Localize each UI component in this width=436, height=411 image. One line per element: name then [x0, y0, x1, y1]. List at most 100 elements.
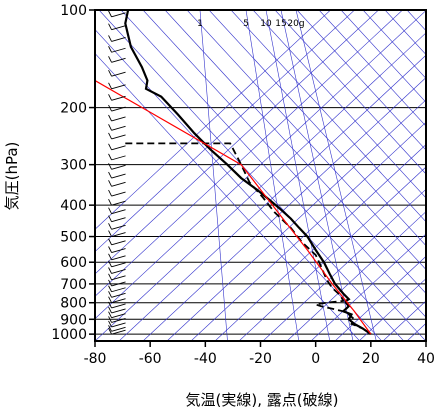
wind-barb-shaft [111, 281, 126, 287]
wind-barb-shaft [111, 106, 126, 112]
y-tick-label: 1000 [51, 327, 87, 343]
wind-barb-flag [108, 316, 112, 323]
wind-barb-flag [108, 82, 112, 89]
wind-barb-shaft [111, 200, 126, 206]
isotherm-line [252, 10, 426, 199]
wind-barb [108, 301, 126, 309]
dewpoint-line [125, 142, 372, 335]
mixing-ratio-label: 15 [275, 19, 286, 29]
x-axis: -80 -60 -40 -20 0 20 40 [84, 341, 435, 367]
adiabat-lines [95, 0, 436, 401]
wind-barb [108, 215, 126, 223]
x-tick-label: 40 [417, 351, 435, 367]
wind-barb-flag [108, 198, 112, 206]
wind-barb-flag [108, 246, 112, 253]
wind-barb-shaft [111, 326, 126, 332]
wind-barb-flag [108, 260, 112, 268]
wind-barb [108, 132, 126, 140]
wind-barb-flag [108, 153, 112, 161]
wind-barb [108, 163, 126, 170]
wind-barb-flag [108, 320, 112, 328]
wind-barb-shaft [111, 303, 126, 309]
x-tick-label: -20 [249, 351, 272, 367]
wind-barb-flag [108, 69, 112, 77]
wind-barb [108, 124, 126, 131]
wind-barb-shaft [111, 36, 126, 42]
wind-barb-shaft [111, 145, 126, 151]
wind-barb-flag [108, 325, 112, 332]
wind-barb-flag [108, 180, 112, 187]
adiabat-line [382, 300, 426, 341]
adiabat-line [95, 10, 403, 297]
wind-barb-shaft [111, 292, 126, 298]
isotherm-line [429, 10, 436, 401]
wind-barb [108, 325, 126, 332]
mixing-ratio-line [199, 10, 228, 341]
mixing-ratio-label: 1 [197, 19, 203, 29]
wind-barb [108, 296, 126, 304]
wind-barb-shaft [111, 71, 126, 77]
isotherm-line [142, 10, 426, 318]
isotherm-line [340, 10, 426, 103]
y-tick-label: 100 [60, 3, 87, 19]
mixing-ratio-line [265, 10, 331, 341]
x-tick-label: -40 [194, 351, 217, 367]
adiabat-line [406, 322, 426, 341]
wind-barb-shaft [111, 240, 126, 246]
wind-barb-shaft [111, 232, 126, 237]
wind-barb [108, 171, 126, 179]
wind-barb [108, 82, 126, 90]
wind-barb-shaft [111, 181, 126, 187]
wind-barb [108, 320, 126, 328]
x-tick-label: 20 [362, 351, 380, 367]
y-tick-label: 800 [60, 296, 87, 312]
wind-barb-flag [108, 301, 112, 309]
y-tick-label: 600 [60, 255, 87, 271]
adiabat-line [95, 10, 426, 320]
wind-barb-shaft [111, 329, 126, 335]
wind-barb [108, 311, 126, 319]
wind-barb-shaft [111, 191, 126, 197]
wind-barb-flag [108, 163, 112, 170]
wind-barb [108, 198, 126, 206]
wind-barb-shaft [111, 209, 126, 215]
isotherm-line [164, 10, 426, 294]
wind-barb [108, 267, 126, 274]
wind-barb-shaft [111, 25, 126, 31]
mixing-ratio-labels: 1 5 10 15 20g [197, 19, 304, 29]
wind-barb [108, 306, 126, 314]
wind-barb-flag [108, 253, 112, 261]
wind-barb [108, 279, 126, 287]
wind-barb-flag [108, 273, 112, 281]
wind-barb [108, 46, 126, 53]
y-tick-label: 500 [60, 230, 87, 246]
wind-barb-shaft [111, 155, 126, 161]
mixing-ratio-line [245, 10, 300, 341]
adiabat-line [431, 0, 436, 341]
wind-barb [108, 180, 126, 187]
y-tick-label: 900 [60, 312, 87, 328]
wind-barb [108, 291, 126, 298]
y-tick-label: 700 [60, 277, 87, 293]
wind-barb [108, 143, 126, 151]
wind-barb [108, 260, 126, 268]
isotherm-line [296, 10, 426, 151]
wind-barb-flag [108, 104, 112, 112]
wind-barb-shaft [111, 298, 126, 304]
wind-barb-flag [108, 285, 112, 292]
wind-barb-shaft [111, 84, 126, 90]
wind-barb-flag [108, 56, 112, 63]
wind-barb-shaft [111, 248, 126, 253]
wind-barb [108, 230, 126, 237]
wind-barb [108, 114, 126, 122]
wind-barb-shaft [111, 134, 126, 140]
adiabat-line [286, 211, 426, 341]
adiabat-line [214, 144, 426, 341]
wind-barb-flag [108, 35, 112, 42]
adiabat-line [310, 233, 426, 341]
wind-barb [108, 69, 126, 77]
wind-barb-shaft [111, 173, 126, 179]
wind-barb-flag [108, 189, 112, 197]
